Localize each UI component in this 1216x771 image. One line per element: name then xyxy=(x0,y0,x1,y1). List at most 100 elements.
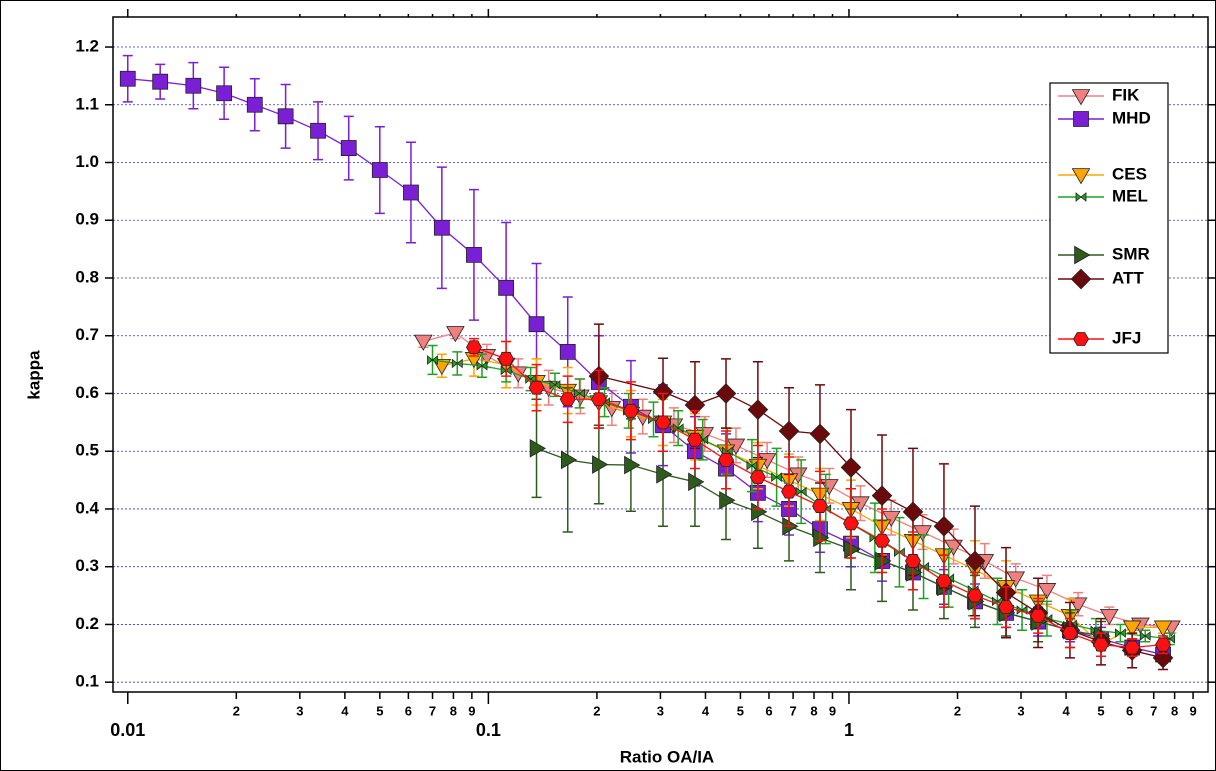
marker xyxy=(1124,640,1141,655)
marker xyxy=(446,326,465,343)
marker xyxy=(427,355,438,365)
x-tick-label: 8 xyxy=(810,703,817,718)
marker xyxy=(1122,620,1142,637)
marker xyxy=(1099,609,1119,626)
marker xyxy=(528,380,545,395)
marker xyxy=(718,452,734,467)
legend-label: CES xyxy=(1112,164,1147,183)
x-axis-label: Ratio OA/IA xyxy=(620,747,714,766)
x-tick-label: 7 xyxy=(429,703,436,718)
x-tick-label: 7 xyxy=(1150,703,1157,718)
marker xyxy=(933,515,955,537)
marker xyxy=(1153,620,1173,637)
y-tick-label: 0.4 xyxy=(75,498,99,517)
marker xyxy=(465,340,482,355)
x-tick-label: 6 xyxy=(1126,703,1133,718)
marker xyxy=(590,392,607,407)
marker xyxy=(906,563,923,582)
marker xyxy=(560,450,578,470)
marker xyxy=(747,399,769,420)
marker xyxy=(152,73,169,90)
x-tick-label: 2 xyxy=(233,703,240,718)
x-tick-label: 0.1 xyxy=(476,720,501,740)
series xyxy=(465,337,1172,657)
marker xyxy=(624,455,641,475)
x-tick-label: 6 xyxy=(765,703,772,718)
x-tick-label: 9 xyxy=(1189,703,1196,718)
marker xyxy=(246,96,263,113)
y-tick-label: 1.2 xyxy=(75,37,99,56)
marker xyxy=(902,501,924,523)
x-tick-label: 4 xyxy=(702,703,710,718)
legend-label: SMR xyxy=(1112,244,1150,263)
y-tick-label: 0.1 xyxy=(75,672,99,691)
y-tick-label: 0.9 xyxy=(75,210,99,229)
y-axis-label: kappa xyxy=(24,350,43,400)
x-tick-label: 7 xyxy=(789,703,796,718)
legend-marker xyxy=(1070,268,1092,290)
marker xyxy=(498,279,515,296)
legend-marker xyxy=(1074,245,1091,265)
marker xyxy=(844,540,861,559)
legend-marker xyxy=(1071,89,1091,106)
x-tick-label: 2 xyxy=(954,703,961,718)
legend-label: ATT xyxy=(1112,268,1144,287)
legend-marker xyxy=(1071,168,1091,185)
x-tick-label: 0.01 xyxy=(110,720,145,740)
x-tick-label: 6 xyxy=(405,703,412,718)
y-tick-label: 0.6 xyxy=(75,383,99,402)
marker xyxy=(119,70,136,87)
marker xyxy=(843,516,859,531)
marker xyxy=(413,334,433,351)
x-tick-label: 4 xyxy=(341,703,349,718)
marker xyxy=(559,392,576,407)
marker xyxy=(340,140,357,156)
marker xyxy=(813,528,830,548)
marker xyxy=(871,485,893,506)
legend-box xyxy=(1049,82,1169,354)
y-tick-label: 0.7 xyxy=(75,325,99,344)
marker xyxy=(686,432,703,447)
marker xyxy=(749,470,766,485)
marker xyxy=(310,122,326,139)
x-tick-label: 3 xyxy=(657,703,664,718)
x-tick-label: 5 xyxy=(376,703,383,718)
marker xyxy=(277,108,294,125)
marker xyxy=(528,316,545,333)
marker xyxy=(1068,597,1088,614)
y-tick-label: 1.0 xyxy=(75,152,99,171)
x-tick-label: 1 xyxy=(844,720,854,740)
legend-marker xyxy=(1073,111,1089,127)
marker xyxy=(574,388,585,399)
marker xyxy=(622,403,639,418)
legend-marker xyxy=(1075,192,1087,202)
marker xyxy=(998,600,1014,615)
marker xyxy=(655,415,671,430)
marker xyxy=(403,184,419,201)
marker xyxy=(1139,631,1151,641)
marker xyxy=(371,162,388,178)
marker xyxy=(751,502,768,522)
legend-label: MEL xyxy=(1112,186,1148,205)
marker xyxy=(498,351,515,366)
marker xyxy=(1061,626,1078,640)
x-tick-label: 3 xyxy=(1017,703,1024,718)
marker xyxy=(781,484,797,499)
marker xyxy=(967,588,983,603)
x-tick-label: 4 xyxy=(1062,703,1070,718)
marker xyxy=(1030,608,1047,623)
marker xyxy=(433,219,450,236)
marker xyxy=(549,379,561,390)
marker xyxy=(1006,571,1026,588)
marker xyxy=(185,77,202,94)
marker xyxy=(688,472,705,492)
marker xyxy=(874,533,890,548)
legend-marker xyxy=(1073,332,1089,346)
marker xyxy=(913,525,932,542)
marker xyxy=(964,550,986,572)
legend-label: JFJ xyxy=(1112,328,1141,347)
x-tick-label: 8 xyxy=(1171,703,1178,718)
marker xyxy=(715,383,737,404)
x-tick-label: 9 xyxy=(468,703,475,718)
